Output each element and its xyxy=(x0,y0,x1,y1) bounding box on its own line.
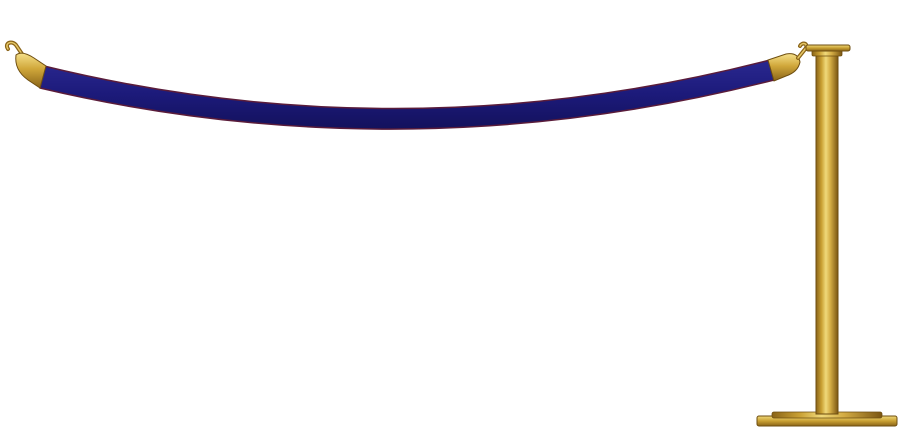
velvet-rope xyxy=(39,59,775,130)
left-rope-end-clip xyxy=(5,40,47,89)
stanchion-post xyxy=(756,44,898,427)
right-rope-end-clip xyxy=(767,41,809,82)
